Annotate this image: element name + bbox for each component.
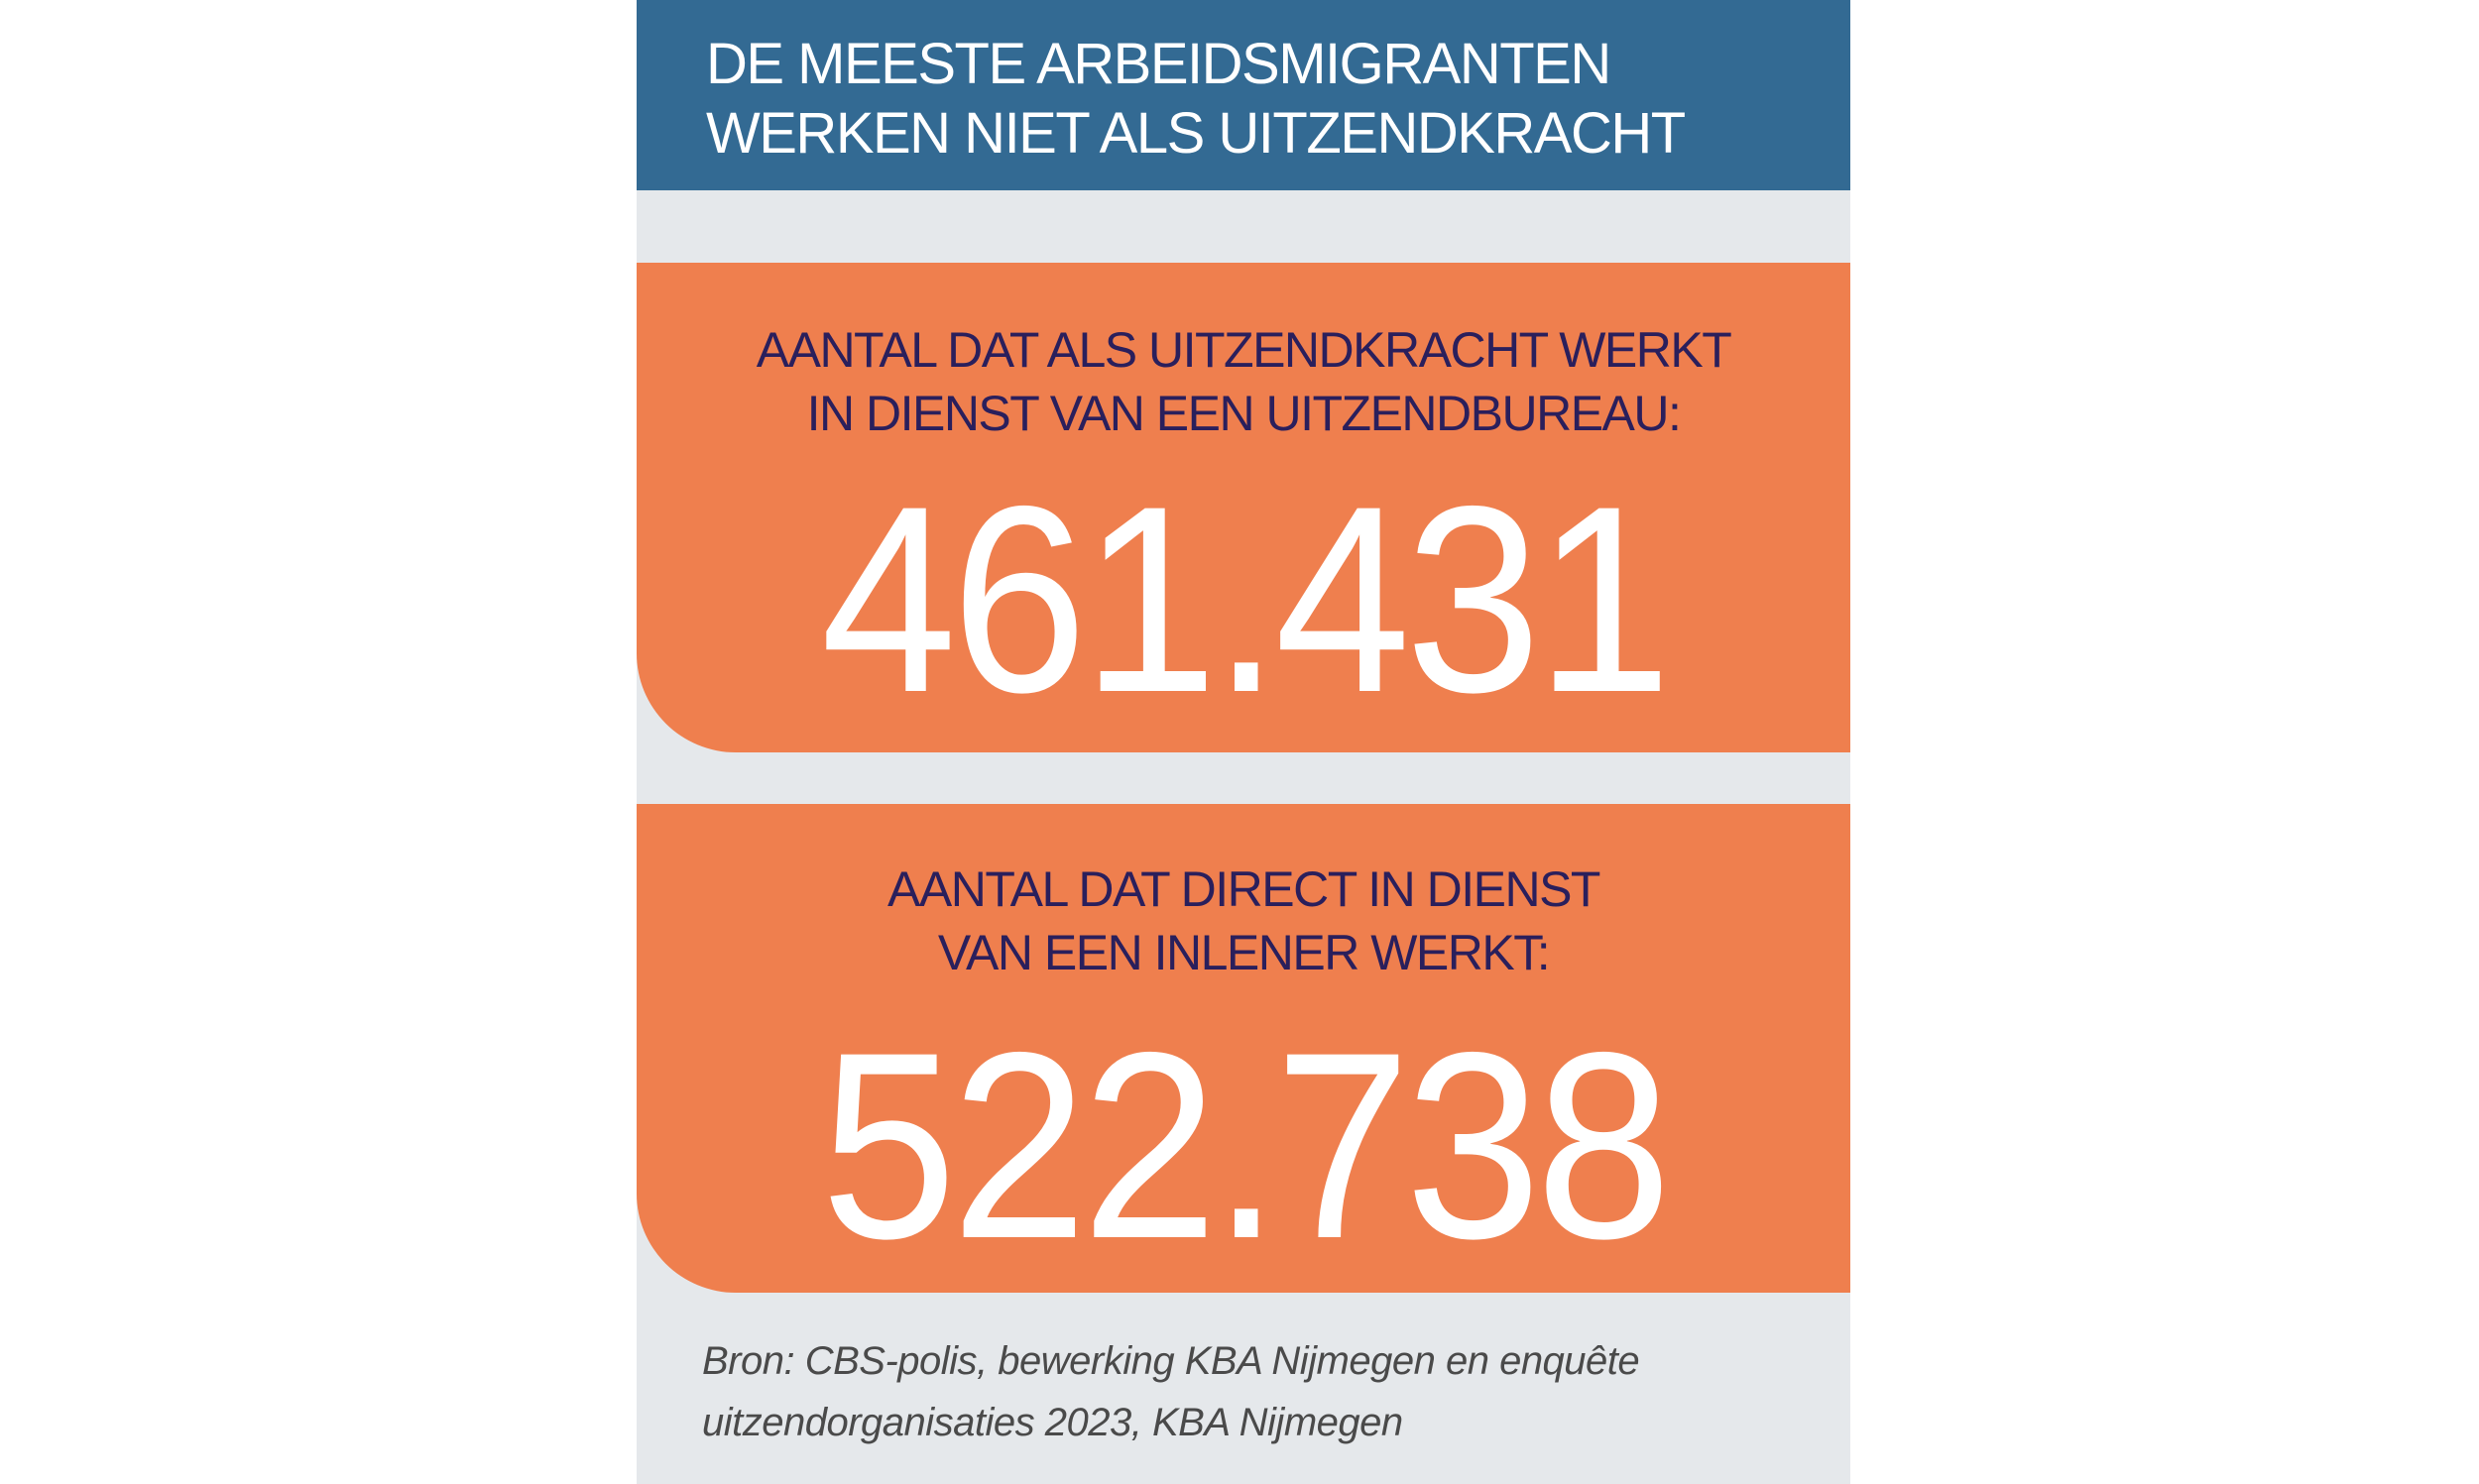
stat-label: AANTAL DAT ALS UITZENDKRACHT WERKT IN DI… [637,318,1850,445]
stat-label-line-1: AANTAL DAT DIRECT IN DIENST [887,861,1600,917]
stat-value: 522.738 [820,996,1672,1294]
title-line-1: DE MEESTE ARBEIDSMIGRANTEN [706,32,1611,96]
page-title: DE MEESTE ARBEIDSMIGRANTEN WERKEN NIET A… [706,30,1686,169]
stat-label: AANTAL DAT DIRECT IN DIENST VAN EEN INLE… [637,857,1850,984]
title-banner: DE MEESTE ARBEIDSMIGRANTEN WERKEN NIET A… [637,0,1850,190]
source-note: Bron: CBS-polis, bewerking KBA Nijmegen … [702,1330,1640,1453]
stat-value: 461.431 [820,450,1672,747]
source-line-2: uitzendorganisaties 2023, KBA Nijmegen [702,1401,1403,1444]
title-line-2: WERKEN NIET ALS UITZENDKRACHT [706,101,1686,166]
stat-label-line-1: AANTAL DAT ALS UITZENDKRACHT WERKT [756,322,1732,378]
infographic-panel: DE MEESTE ARBEIDSMIGRANTEN WERKEN NIET A… [637,0,1850,1484]
stat-card-uitzendkracht: AANTAL DAT ALS UITZENDKRACHT WERKT IN DI… [637,263,1850,752]
stat-label-line-2: VAN EEN INLENER WERKT: [937,925,1551,980]
stat-card-inlener: AANTAL DAT DIRECT IN DIENST VAN EEN INLE… [637,804,1850,1293]
stat-label-line-2: IN DIENST VAN EEN UITZENDBUREAU: [806,386,1682,441]
source-line-1: Bron: CBS-polis, bewerking KBA Nijmegen … [702,1339,1640,1383]
